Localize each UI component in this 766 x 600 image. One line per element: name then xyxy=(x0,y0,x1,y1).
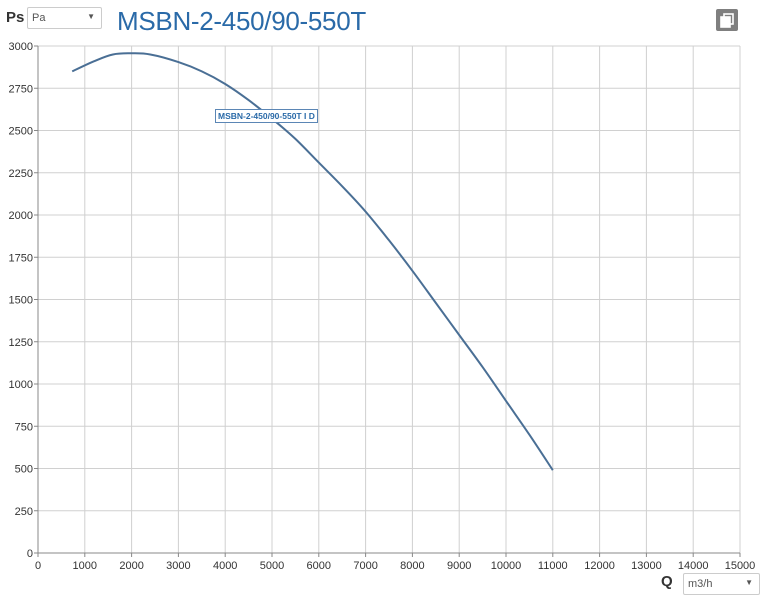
y-tick-label: 2000 xyxy=(9,210,33,222)
series-label: MSBN-2-450/90-550T I D xyxy=(215,109,318,123)
y-axis-quantity-label: Ps xyxy=(6,9,25,26)
x-unit-select-value: m3/h xyxy=(688,578,713,590)
y-tick-label: 1750 xyxy=(9,252,33,264)
y-tick-label: 3000 xyxy=(9,41,33,53)
x-tick-label: 15000 xyxy=(725,560,756,572)
x-tick-label: 0 xyxy=(35,560,41,572)
x-tick-label: 11000 xyxy=(538,560,568,572)
chevron-down-icon: ▼ xyxy=(87,12,95,21)
x-tick-label: 3000 xyxy=(166,560,190,572)
y-tick-label: 1250 xyxy=(9,337,33,349)
y-tick-label: 0 xyxy=(27,548,33,560)
x-tick-label: 4000 xyxy=(213,560,237,572)
x-tick-label: 9000 xyxy=(447,560,471,572)
x-tick-label: 8000 xyxy=(400,560,424,572)
chevron-down-icon: ▼ xyxy=(745,578,753,587)
y-tick-label: 1500 xyxy=(9,295,33,307)
x-tick-label: 5000 xyxy=(260,560,284,572)
x-tick-label: 6000 xyxy=(307,560,331,572)
y-unit-select-value: Pa xyxy=(32,12,46,24)
chart-title: MSBN-2-450/90-550T xyxy=(117,6,366,36)
series-line[interactable] xyxy=(71,52,554,471)
copy-icon xyxy=(720,13,734,28)
y-tick-label: 2500 xyxy=(9,126,33,138)
y-tick-label: 250 xyxy=(15,506,33,518)
y-tick-label: 1000 xyxy=(9,379,33,391)
y-unit-select[interactable]: Pa ▼ xyxy=(27,7,102,29)
x-tick-label: 7000 xyxy=(353,560,377,572)
x-axis-quantity-label: Q xyxy=(661,573,673,590)
y-tick-label: 2750 xyxy=(9,83,33,95)
x-tick-label: 13000 xyxy=(631,560,662,572)
x-tick-label: 10000 xyxy=(491,560,522,572)
copy-button[interactable] xyxy=(716,9,738,31)
x-tick-label: 12000 xyxy=(584,560,615,572)
x-tick-label: 1000 xyxy=(73,560,97,572)
x-tick-label: 2000 xyxy=(119,560,143,572)
y-tick-label: 750 xyxy=(15,421,33,433)
y-tick-label: 2250 xyxy=(9,168,33,180)
x-unit-select[interactable]: m3/h ▼ xyxy=(683,573,760,595)
x-tick-label: 14000 xyxy=(678,560,709,572)
y-tick-label: 500 xyxy=(15,464,33,476)
